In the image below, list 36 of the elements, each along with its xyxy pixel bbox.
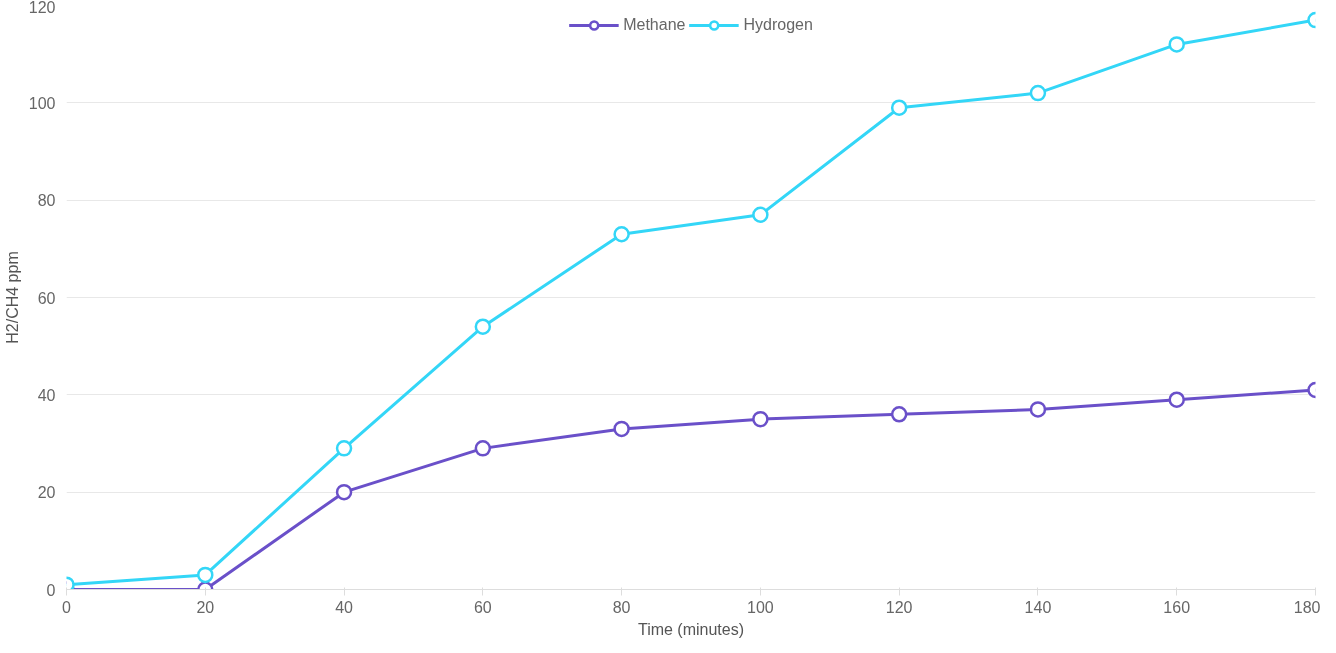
point bbox=[197, 566, 214, 584]
point bbox=[1168, 391, 1185, 408]
x-tick-label: 40 bbox=[335, 598, 354, 616]
point bbox=[474, 440, 492, 457]
x-tick-label: 140 bbox=[1024, 598, 1052, 616]
point bbox=[335, 440, 353, 457]
x-tick-label: 100 bbox=[747, 598, 774, 616]
point bbox=[752, 206, 769, 223]
x-tick-label: 0 bbox=[62, 598, 72, 616]
y-axis-title: H2/CH4 ppm bbox=[3, 251, 21, 344]
point bbox=[474, 318, 492, 335]
point bbox=[335, 483, 353, 501]
y-tick-label: 120 bbox=[28, 0, 56, 16]
point bbox=[890, 99, 908, 116]
x-tick-label: 180 bbox=[1293, 598, 1321, 616]
x-tick-label: 160 bbox=[1163, 598, 1191, 616]
y-tick-label: 80 bbox=[37, 192, 56, 210]
x-tick-label: 60 bbox=[473, 598, 492, 616]
point bbox=[613, 420, 630, 438]
point bbox=[1029, 84, 1047, 102]
point bbox=[752, 410, 769, 428]
y-tick-label: 100 bbox=[28, 94, 56, 112]
y-tick-label: 0 bbox=[46, 581, 56, 599]
y-tick-label: 20 bbox=[37, 484, 56, 502]
legend-label: Methane bbox=[623, 16, 686, 34]
point bbox=[1168, 36, 1185, 53]
x-axis-title: Time (minutes) bbox=[637, 620, 745, 638]
y-tick-label: 40 bbox=[37, 386, 56, 404]
x-tick-label: 120 bbox=[885, 598, 913, 616]
point bbox=[613, 226, 630, 243]
legend-label: Hydrogen bbox=[743, 16, 813, 34]
x-tick-label: 80 bbox=[612, 598, 631, 616]
y-tick-label: 60 bbox=[37, 289, 56, 307]
point bbox=[1029, 401, 1047, 418]
point bbox=[890, 406, 908, 423]
x-tick-label: 20 bbox=[196, 598, 215, 616]
